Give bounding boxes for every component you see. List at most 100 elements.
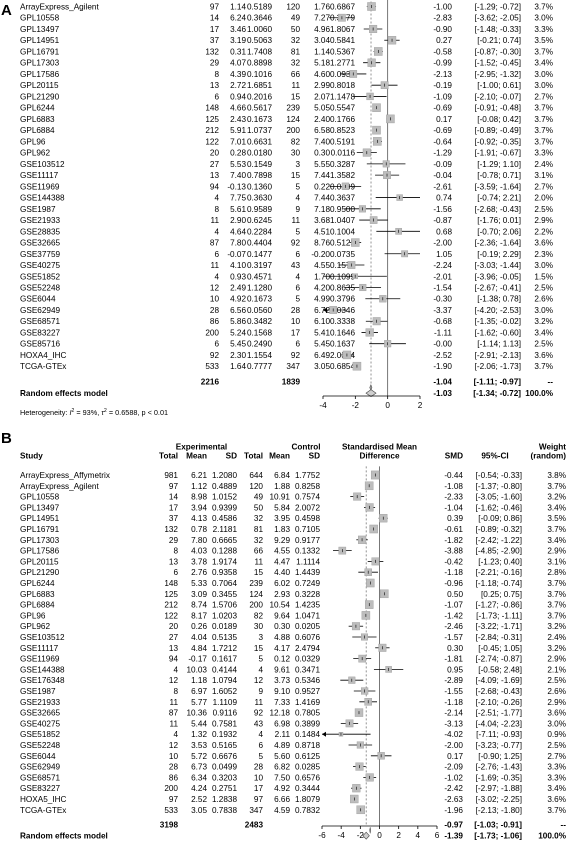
study-label: GSE11969 bbox=[20, 182, 60, 191]
mean-control: 7.33 bbox=[274, 698, 290, 707]
smd-value: -1.09 bbox=[433, 92, 452, 101]
sd-experimental: 0.3455 bbox=[212, 590, 237, 599]
mean-experimental: 5.77 bbox=[191, 698, 207, 707]
total-control: 5 bbox=[295, 182, 300, 191]
smd-value: -2.63 bbox=[444, 795, 463, 804]
total-experimental-sum: 2216 bbox=[201, 377, 220, 386]
mean-experimental: 4.39 bbox=[230, 70, 246, 79]
sd-experimental: 0.7777 bbox=[247, 362, 272, 371]
mean-experimental: 5.91 bbox=[230, 126, 246, 135]
mean-control: 5.05 bbox=[314, 104, 330, 113]
sd-experimental: 0.5135 bbox=[212, 633, 237, 642]
mean-experimental: 4.03 bbox=[191, 547, 207, 556]
mean-experimental: 4.04 bbox=[191, 633, 207, 642]
total-control: 5 bbox=[295, 295, 300, 304]
mean-experimental: 4.92 bbox=[230, 295, 246, 304]
sd-control: 1.1478 bbox=[330, 92, 355, 101]
mean-experimental: 0.94 bbox=[230, 92, 246, 101]
mean-control: 4.59 bbox=[274, 806, 290, 815]
total-experimental: 4 bbox=[173, 730, 178, 739]
sd-control: 0.8718 bbox=[295, 741, 320, 750]
mean-experimental: 8.17 bbox=[191, 611, 207, 620]
study-label: GPL21290 bbox=[20, 568, 60, 577]
mean-experimental: 3.94 bbox=[191, 503, 207, 512]
mean-experimental: 6.34 bbox=[191, 773, 207, 782]
smd-value: -0.61 bbox=[444, 525, 463, 534]
ci-value: [-0.91; -0.48] bbox=[475, 104, 521, 113]
sd-control: 0.6867 bbox=[330, 3, 355, 12]
weight-value: 3.7% bbox=[547, 601, 566, 610]
x-axis-tick-label: -6 bbox=[318, 831, 326, 840]
sd-experimental: 0.1617 bbox=[212, 655, 237, 664]
mean-experimental: 0.78 bbox=[191, 525, 207, 534]
study-label: GSE85716 bbox=[20, 340, 61, 349]
study-label: GPL6244 bbox=[20, 579, 55, 588]
ci-value: [-4.85; -2.90] bbox=[476, 547, 522, 556]
ci-value: [-1.48; -0.33] bbox=[475, 25, 521, 34]
smd-value: 1.05 bbox=[436, 250, 452, 259]
sd-control: 0.7574 bbox=[295, 493, 320, 502]
ci-value: [-1.18; -0.74] bbox=[476, 579, 522, 588]
weight-value: 3.3% bbox=[534, 25, 553, 34]
sd-control: 0.1637 bbox=[330, 340, 355, 349]
ci-value: [-1.29; 1.10] bbox=[477, 160, 521, 169]
total-control: 5 bbox=[258, 752, 263, 761]
study-label: GPL17303 bbox=[20, 536, 60, 545]
study-label: GPL13497 bbox=[20, 25, 60, 34]
weight-value: 3.6% bbox=[534, 239, 553, 248]
mean-experimental: 3.19 bbox=[230, 36, 246, 45]
sd-control: 1.8079 bbox=[295, 795, 320, 804]
sd-control: 0.7805 bbox=[295, 709, 320, 718]
weight-value: 3.0% bbox=[534, 306, 553, 315]
ci-value: [-4.09; -1.69] bbox=[476, 676, 522, 685]
sd-experimental: 0.2284 bbox=[247, 227, 272, 236]
smd-value: -0.68 bbox=[433, 317, 452, 326]
sd-control: 0.8258 bbox=[295, 482, 320, 491]
weight-value: 0.9% bbox=[547, 730, 566, 739]
weight-value: 3.0% bbox=[534, 14, 553, 23]
sd-experimental: 0.6245 bbox=[247, 216, 272, 225]
sd-control: 0.8018 bbox=[330, 81, 355, 90]
smd-value: -2.33 bbox=[444, 493, 463, 502]
smd-value: 0.17 bbox=[436, 115, 452, 124]
total-experimental: 10 bbox=[169, 752, 179, 761]
weight-value: 3.6% bbox=[547, 709, 566, 718]
sd-experimental: 0.0180 bbox=[247, 149, 272, 158]
study-label: GPL6883 bbox=[20, 115, 55, 124]
total-experimental: 8 bbox=[173, 547, 178, 556]
study-label: GPL10558 bbox=[20, 14, 60, 23]
weight-value: 2.0% bbox=[534, 194, 553, 203]
mean-control: 5.55 bbox=[314, 160, 330, 169]
sd-experimental: 0.1932 bbox=[212, 730, 237, 739]
study-label: GSE51852 bbox=[20, 730, 61, 739]
ci-value: [-2.42; -1.22] bbox=[476, 536, 522, 545]
sd-control: 0.6125 bbox=[295, 752, 320, 761]
total-experimental: 212 bbox=[205, 126, 219, 135]
study-label: GSE1987 bbox=[20, 205, 56, 214]
weight-value: 3.7% bbox=[534, 104, 553, 113]
study-label: GPL16791 bbox=[20, 525, 60, 534]
x-axis-tick-label: 2 bbox=[396, 831, 401, 840]
ci-value: [-0.78; 0.71] bbox=[477, 171, 521, 180]
total-experimental: 27 bbox=[169, 633, 179, 642]
sd-control: 0.5346 bbox=[295, 676, 320, 685]
mean-experimental: 1.64 bbox=[230, 362, 246, 371]
total-control: 120 bbox=[249, 482, 263, 491]
fixed-weight-value: -- bbox=[548, 377, 554, 386]
sd-control: 0.8635 bbox=[330, 284, 355, 293]
total-control: 347 bbox=[249, 806, 263, 815]
study-label: ArrayExpress_Agilent bbox=[20, 3, 99, 12]
smd-value: -1.90 bbox=[433, 362, 452, 371]
total-control: 43 bbox=[254, 719, 264, 728]
mean-control: 0.22 bbox=[314, 182, 330, 191]
total-control-sum: 2483 bbox=[245, 820, 264, 829]
study-label: GPL6884 bbox=[20, 601, 55, 610]
study-label: GSE11117 bbox=[20, 644, 59, 653]
sd-experimental: 1.1109 bbox=[213, 698, 238, 707]
total-experimental: 94 bbox=[169, 655, 179, 664]
ci-value: [0.25; 0.75] bbox=[481, 590, 522, 599]
sd-experimental: 0.4571 bbox=[247, 272, 272, 281]
smd-value: -1.00 bbox=[433, 3, 452, 12]
total-control: 12 bbox=[254, 676, 264, 685]
